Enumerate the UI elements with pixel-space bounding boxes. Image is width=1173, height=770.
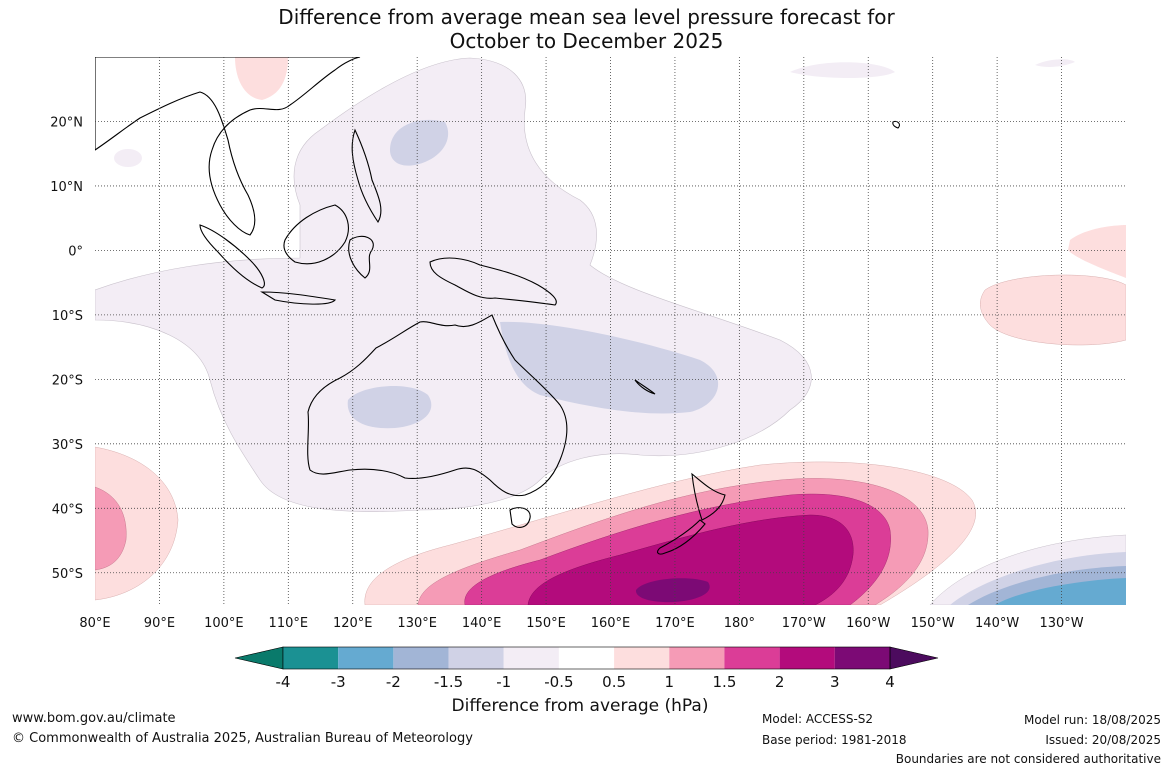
borneo-coastline: [283, 204, 349, 265]
colorbar-swatch: [393, 647, 449, 669]
colorbar-extend-high: [889, 646, 939, 670]
latitude-label: 20°S: [52, 373, 83, 388]
longitude-label: 110°E: [269, 616, 309, 631]
colorbar-tick-label: 3: [830, 673, 840, 690]
longitude-labels: 80°E 90°E 100°E 110°E 120°E 130°E 140°E 150°E 16…: [79, 616, 1083, 631]
latitude-label: 30°S: [52, 438, 83, 453]
asia-coastline: [95, 57, 361, 236]
longitude-label: 140°E: [462, 616, 502, 631]
longitude-label: 160°E: [591, 616, 631, 631]
anomaly-region-lavender-north: [790, 62, 895, 78]
colorbar-swatch: [448, 647, 504, 669]
colorbar: [234, 646, 939, 670]
colorbar-swatch: [724, 647, 780, 669]
colorbar-swatch: [669, 647, 725, 669]
map-title-line1: Difference from average mean sea level p…: [278, 5, 895, 29]
longitude-label: 130°W: [1039, 616, 1083, 631]
longitude-label: 180°: [724, 616, 755, 631]
colorbar-tick-label: 0.5: [602, 673, 626, 690]
colorbar-tick-label: -2: [386, 673, 401, 690]
footer-copyright: © Commonwealth of Australia 2025, Austra…: [12, 731, 473, 746]
latitude-label: 0°: [68, 244, 83, 259]
colorbar-tick-label: 4: [885, 673, 895, 690]
longitude-label: 150°E: [526, 616, 566, 631]
colorbar-swatch: [338, 647, 394, 669]
map-title-line2: October to December 2025: [449, 29, 724, 53]
colorbar-swatch: [614, 647, 670, 669]
colorbar-tick-label: 1: [664, 673, 674, 690]
colorbar-tick-labels: -4 -3 -2 -1.5 -1 -0.5 0.5 1 1.5 2 3 4: [276, 673, 895, 690]
longitude-label: 100°E: [204, 616, 244, 631]
colorbar-extend-low: [234, 646, 284, 670]
anomaly-region-indochina: [235, 57, 288, 100]
colorbar-tick-label: -3: [331, 673, 346, 690]
new-guinea-coastline: [429, 257, 557, 306]
longitude-label: 150°W: [911, 616, 955, 631]
anomaly-layer: [95, 57, 1126, 605]
colorbar-swatch: [558, 647, 615, 669]
longitude-label: 120°E: [333, 616, 373, 631]
anomaly-region-western-australia: [347, 385, 432, 429]
anomaly-region-indian-ocean-light: [95, 446, 179, 601]
latitude-label: 10°S: [52, 309, 83, 324]
latitude-label: 20°N: [50, 115, 83, 130]
longitude-label: 130°E: [397, 616, 437, 631]
colorbar-tick-label: -4: [276, 673, 291, 690]
footer-url[interactable]: www.bom.gov.au/climate: [12, 711, 176, 726]
sulawesi-coastline: [348, 235, 374, 279]
latitude-label: 50°S: [52, 567, 83, 582]
coastlines: [95, 57, 901, 555]
longitude-label: 170°E: [655, 616, 695, 631]
colorbar-title: Difference from average (hPa): [451, 696, 709, 716]
latitude-label: 40°S: [52, 502, 83, 517]
gridlines: [95, 57, 1126, 605]
colorbar-tick-label: -1.5: [434, 673, 463, 690]
anomaly-region-indian-ocean: [95, 486, 127, 571]
colorbar-tick-label: -1: [496, 673, 511, 690]
tasmania-coastline: [509, 507, 531, 528]
footer-base-period: Base period: 1981-2018: [762, 733, 907, 747]
colorbar-tick-label: 2: [775, 673, 785, 690]
anomaly-region-coral-sea: [500, 321, 719, 414]
colorbar-swatch: [503, 647, 559, 669]
longitude-label: 170°W: [782, 616, 826, 631]
longitude-label: 90°E: [144, 616, 175, 631]
footer-issued: Issued: 20/08/2025: [1045, 733, 1161, 747]
colorbar-swatch: [283, 647, 339, 669]
colorbar-swatch: [834, 647, 890, 669]
anomaly-region-nz-3: [635, 578, 710, 603]
new-caledonia-coastline: [634, 379, 656, 395]
colorbar-outline: [282, 646, 891, 670]
latitude-labels: 20°N 10°N 0° 10°S 20°S 30°S 40°S 50°S: [50, 115, 83, 581]
footer-disclaimer: Boundaries are not considered authoritat…: [895, 752, 1161, 766]
anomaly-region-lavender-small: [114, 149, 142, 167]
colorbar-tick-label: -0.5: [544, 673, 573, 690]
anomaly-region-central-pacific: [980, 274, 1126, 346]
new-zealand-south-coastline: [656, 519, 706, 555]
anomaly-region-sep-2: [995, 578, 1126, 605]
anomaly-region-philippines: [390, 119, 449, 166]
longitude-label: 160°W: [846, 616, 890, 631]
longitude-label: 140°W: [975, 616, 1019, 631]
new-zealand-north-coastline: [691, 472, 726, 521]
australia-coastline: [307, 314, 568, 497]
philippines-coastline: [351, 128, 382, 224]
colorbar-swatch: [779, 647, 835, 669]
footer-model: Model: ACCESS-S2: [762, 712, 874, 726]
anomaly-region-east-pacific: [1068, 225, 1126, 278]
forecast-map: 80°E 90°E 100°E 110°E 120°E 130°E 140°E 150°E 16…: [50, 57, 1126, 690]
anomaly-region-lavender-north2: [1035, 59, 1075, 67]
colorbar-tick-label: 1.5: [713, 673, 737, 690]
longitude-label: 80°E: [79, 616, 110, 631]
sumatra-coastline: [199, 224, 265, 289]
footer-model-run: Model run: 18/08/2025: [1023, 713, 1161, 727]
latitude-label: 10°N: [50, 180, 83, 195]
java-coastline: [260, 291, 337, 305]
